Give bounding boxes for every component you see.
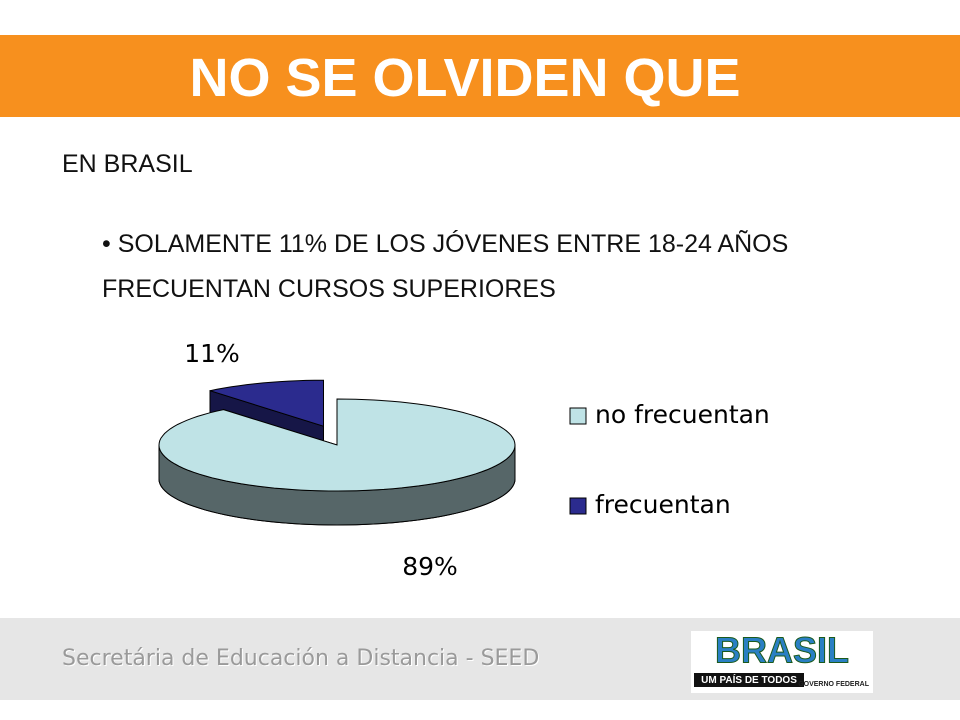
slice	[158, 398, 516, 492]
logo-title: BRASIL	[715, 631, 849, 671]
title-bar: NO SE OLVIDEN QUE	[0, 35, 960, 117]
value-label: 89%	[402, 552, 458, 581]
title: NO SE OLVIDEN QUE	[189, 48, 741, 108]
slice	[209, 379, 324, 427]
legend-label: no frecuentan	[595, 400, 770, 429]
logo-caption: GOVERNO FEDERAL	[798, 681, 870, 688]
legend-swatch	[569, 497, 587, 515]
footer-text: Secretária de Educación a Distancia - SE…	[62, 646, 540, 671]
logo-band	[694, 673, 804, 687]
chart: 89% no frecuentan 11% frecuentan	[158, 339, 770, 581]
footer: Secretária de Educación a Distancia - SE…	[0, 618, 960, 700]
value-label: 11%	[184, 339, 240, 368]
legend-label: frecuentan	[595, 490, 731, 519]
legend-swatch	[569, 407, 587, 425]
logo-subtitle: UM PAÍS DE TODOS	[701, 673, 797, 686]
bullet: SOLAMENTE 11% DE LOS JÓVENES ENTRE 18-24…	[102, 222, 882, 312]
heading: EN BRASIL	[62, 150, 193, 178]
logo: BRASIL UM PAÍS DE TODOS GOVERNO FEDERAL	[691, 631, 873, 693]
